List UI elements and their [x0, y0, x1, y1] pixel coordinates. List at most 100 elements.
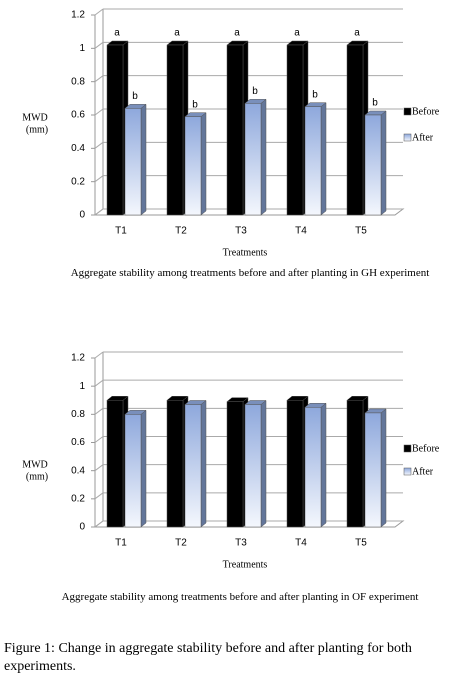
bar	[124, 103, 147, 216]
bar-letter: a	[174, 28, 180, 39]
figure-caption: Figure 1: Change in aggregate stability …	[4, 640, 456, 676]
bar-letter: b	[132, 91, 138, 102]
grid-diagonal	[94, 41, 104, 49]
bar-front	[184, 404, 202, 528]
bar-front	[226, 44, 244, 216]
bar-letter: a	[294, 28, 300, 39]
bar	[106, 40, 129, 216]
bar-side	[320, 402, 327, 528]
bar-side	[380, 408, 387, 528]
legend-label: After	[412, 132, 434, 143]
grid-diagonal	[94, 208, 104, 216]
bar	[184, 112, 207, 216]
legend-swatch	[403, 467, 412, 476]
bar-letter: b	[372, 98, 378, 109]
grid-diagonal	[94, 351, 104, 359]
figure-text: Change in aggregate stability before and…	[4, 641, 412, 674]
y-axis-unit: (mm)	[26, 124, 48, 135]
bar-letter: b	[252, 86, 258, 97]
grid-diagonal	[94, 436, 104, 443]
bar-side	[260, 98, 267, 216]
bar-side	[200, 399, 207, 528]
grid-diagonal	[94, 8, 104, 16]
bar-front	[364, 114, 382, 216]
grid-diagonal	[94, 175, 104, 183]
bar-front	[346, 400, 364, 528]
bar-front	[304, 407, 322, 528]
grid-diagonal	[94, 520, 104, 528]
bar-side	[140, 409, 147, 528]
x-tick-label: T4	[295, 226, 307, 237]
x-tick-label: T4	[295, 538, 307, 549]
y-tick-label: 0	[79, 522, 85, 533]
y-axis-label: MWD	[22, 112, 48, 123]
x-tick-label: T5	[355, 226, 367, 237]
y-tick-label: 0.2	[71, 493, 85, 504]
y-tick-label: 1	[79, 43, 85, 54]
y-axis-unit: (mm)	[26, 471, 48, 482]
bar-front	[124, 108, 142, 216]
legend-swatch	[403, 133, 412, 142]
grid-diagonal	[94, 379, 104, 387]
y-tick-label: 1.2	[71, 10, 85, 21]
grid-diagonal	[94, 75, 104, 83]
grid-diagonal	[94, 464, 104, 472]
bar-front	[346, 44, 364, 216]
legend-swatch	[403, 444, 412, 453]
bar	[244, 399, 267, 528]
chart-caption: Aggregate stability among treatments bef…	[61, 591, 419, 603]
y-tick-label: 1.2	[71, 353, 85, 364]
bar-letter: a	[114, 28, 120, 39]
bar	[364, 408, 387, 528]
bar-front	[244, 404, 262, 528]
x-axis-label: Treatments	[223, 559, 268, 570]
x-axis-label: Treatments	[223, 247, 268, 258]
bar-side	[320, 102, 327, 216]
grid-diagonal	[94, 407, 104, 415]
x-tick-label: T3	[235, 226, 247, 237]
bar-front	[184, 116, 202, 216]
bar-side	[200, 112, 207, 216]
y-axis-label: MWD	[22, 459, 48, 470]
y-tick-label: 0.4	[71, 143, 85, 154]
bar-front	[166, 400, 184, 528]
legend-label: Before	[412, 106, 440, 117]
bar-side	[380, 110, 387, 216]
bar-letter: b	[192, 99, 198, 110]
bar	[124, 409, 147, 528]
legend-label: After	[412, 466, 434, 477]
x-tick-label: T3	[235, 538, 247, 549]
grid-diagonal	[94, 108, 104, 116]
bar-front	[304, 106, 322, 216]
y-tick-label: 0.8	[71, 76, 85, 87]
bar-side	[140, 103, 147, 216]
bar-front	[124, 414, 142, 528]
bar-letter: a	[354, 28, 360, 39]
x-tick-label: T5	[355, 538, 367, 549]
bar	[304, 102, 327, 216]
y-tick-label: 0.6	[71, 437, 85, 448]
chart-caption: Aggregate stability among treatments bef…	[70, 267, 430, 279]
x-tick-label: T2	[175, 226, 187, 237]
bar-front	[244, 103, 262, 216]
bar	[364, 110, 387, 216]
grid-diagonal	[94, 141, 104, 149]
x-tick-label: T2	[175, 538, 187, 549]
bar-front	[286, 44, 304, 216]
grid-diagonal	[94, 492, 104, 500]
bar-letter: b	[312, 89, 318, 100]
bar-front	[106, 44, 124, 216]
y-tick-label: 0.6	[71, 110, 85, 121]
bar-front	[364, 412, 382, 528]
bar	[244, 98, 267, 216]
y-tick-label: 0.2	[71, 176, 85, 187]
bar-side	[260, 399, 267, 528]
bar-front	[166, 44, 184, 216]
y-tick-label: 0	[79, 210, 85, 221]
bar-front	[106, 400, 124, 528]
bar	[184, 399, 207, 528]
x-tick-label: T1	[115, 226, 127, 237]
figure-label: Figure 1:	[4, 641, 55, 656]
